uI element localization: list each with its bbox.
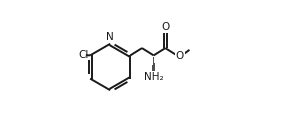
Text: O: O xyxy=(176,51,184,61)
Text: NH₂: NH₂ xyxy=(144,72,163,82)
Text: O: O xyxy=(161,22,169,32)
Text: Cl: Cl xyxy=(78,50,89,60)
Text: N: N xyxy=(106,32,114,42)
